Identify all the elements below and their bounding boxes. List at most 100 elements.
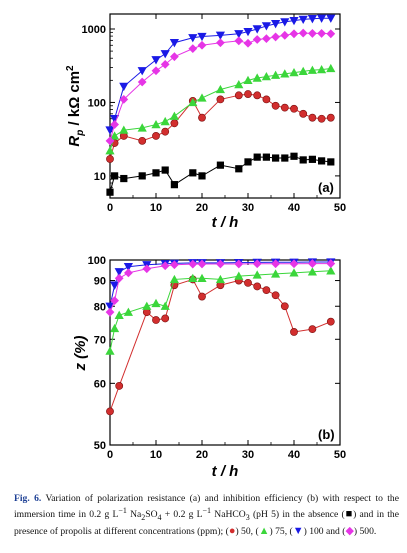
data-point-a-square bbox=[281, 154, 289, 162]
data-point-b-diamond bbox=[197, 259, 207, 269]
data-point-a-square bbox=[327, 158, 335, 166]
data-point-a-triangle-up bbox=[326, 63, 336, 73]
y-tick-label-a: 10 bbox=[94, 171, 106, 183]
series-line-b-diamond bbox=[109, 263, 331, 313]
data-point-a-diamond bbox=[262, 34, 271, 43]
caption-marker-100: ▼ bbox=[292, 524, 304, 537]
data-point-b-triangle-down bbox=[114, 268, 124, 277]
data-point-a-square bbox=[299, 156, 307, 164]
y-axis-label-a-sub: p bbox=[75, 130, 86, 137]
data-point-a-diamond bbox=[317, 29, 326, 38]
data-point-a-circle bbox=[244, 90, 252, 98]
data-point-a-triangle-down bbox=[160, 50, 170, 59]
data-point-a-triangle-up bbox=[215, 84, 225, 94]
x-tick-label-b: 10 bbox=[150, 449, 162, 461]
caption-text-11: ) 500. bbox=[353, 525, 377, 537]
data-point-a-circle bbox=[138, 136, 147, 145]
data-point-b-triangle-up bbox=[123, 307, 133, 316]
data-point-b-triangle-up bbox=[197, 273, 207, 282]
data-point-b-triangle-up bbox=[151, 298, 161, 308]
data-point-b-diamond bbox=[271, 259, 280, 269]
data-point-a-triangle-down bbox=[317, 14, 327, 23]
data-point-b-triangle-up bbox=[110, 323, 120, 333]
panel-label-b: (b) bbox=[318, 427, 335, 442]
data-point-a-circle bbox=[170, 119, 179, 128]
data-point-a-triangle-up bbox=[317, 64, 327, 74]
data-point-a-triangle-up bbox=[261, 71, 271, 81]
caption-text-3: SO bbox=[145, 509, 158, 521]
caption-text-7: ) and in the presence of propolis at dif… bbox=[14, 509, 399, 537]
caption-sub-2: 4 bbox=[157, 513, 162, 523]
y-axis-label-b: z (%) bbox=[72, 336, 89, 372]
y-tick-label-b: 90 bbox=[94, 276, 106, 288]
data-point-b-diamond bbox=[114, 273, 124, 283]
chart-panel-b: 0 10 20 30 40 50 50 60 70 80 90 100 (b) t / h z (%) bbox=[72, 255, 346, 480]
data-point-a-triangle-down bbox=[188, 34, 198, 43]
data-point-a-square bbox=[120, 174, 128, 183]
plot-frame-a bbox=[109, 13, 341, 199]
data-point-b-circle bbox=[198, 292, 206, 301]
plot-frame-b bbox=[109, 259, 341, 446]
data-point-a-triangle-down bbox=[169, 39, 179, 48]
data-point-a-diamond bbox=[160, 59, 170, 69]
data-point-a-triangle-up bbox=[151, 119, 161, 129]
data-point-a-triangle-down bbox=[151, 56, 161, 65]
data-point-a-square bbox=[111, 172, 119, 180]
x-axis-label-b: t / h bbox=[212, 463, 239, 480]
caption-text-10: ) 100 and ( bbox=[303, 525, 346, 537]
data-point-b-circle bbox=[262, 286, 271, 295]
y-tick-label-a: 100 bbox=[88, 97, 106, 109]
data-point-b-triangle-down bbox=[105, 302, 115, 311]
data-point-b-triangle-up bbox=[169, 274, 179, 284]
data-point-a-diamond bbox=[243, 38, 253, 48]
x-tick-label-a: 50 bbox=[334, 202, 346, 214]
data-point-b-diamond bbox=[188, 259, 198, 269]
data-point-b-triangle-up bbox=[271, 269, 281, 278]
data-point-b-triangle-up bbox=[326, 266, 336, 275]
data-point-a-circle bbox=[253, 91, 262, 100]
data-point-a-square bbox=[152, 169, 160, 177]
data-point-a-diamond bbox=[326, 29, 336, 39]
data-point-a-circle bbox=[317, 114, 326, 123]
y-tick-label-b: 80 bbox=[94, 301, 106, 313]
data-point-a-triangle-down bbox=[289, 16, 299, 26]
x-tick-label-a: 20 bbox=[196, 202, 208, 214]
caption-sub-1: 2 bbox=[141, 513, 146, 523]
data-point-a-square bbox=[106, 188, 114, 196]
data-point-a-triangle-down bbox=[261, 22, 271, 31]
caption-marker-absence: ■ bbox=[344, 508, 354, 521]
x-tick-label-a: 10 bbox=[150, 202, 162, 214]
data-point-a-square bbox=[198, 172, 206, 180]
data-point-a-circle bbox=[308, 113, 317, 122]
data-point-a-triangle-up bbox=[252, 73, 262, 82]
data-point-b-diamond bbox=[124, 268, 133, 278]
data-point-b-circle bbox=[244, 278, 252, 287]
data-point-b-triangle-down bbox=[123, 263, 133, 272]
data-point-b-circle bbox=[290, 328, 298, 336]
data-point-a-triangle-down bbox=[271, 20, 281, 29]
data-point-a-diamond bbox=[234, 36, 244, 46]
data-point-a-triangle-up bbox=[137, 123, 147, 132]
data-point-b-triangle-up bbox=[252, 270, 262, 279]
data-point-b-diamond bbox=[216, 259, 225, 269]
data-point-b-diamond bbox=[142, 264, 152, 274]
data-point-a-triangle-up bbox=[197, 93, 207, 102]
y-axis-label-a: Rp / kΩ cm2 bbox=[65, 65, 86, 147]
data-point-b-circle bbox=[326, 317, 335, 326]
caption-label: Fig. 6. bbox=[14, 493, 42, 504]
data-point-a-square bbox=[244, 158, 252, 166]
caption-text-9: ) 75, ( bbox=[269, 525, 293, 537]
caption-marker-75: ▲ bbox=[258, 524, 270, 537]
data-point-b-triangle-down bbox=[110, 281, 120, 290]
caption-text-4: + 0.2 g L bbox=[161, 509, 203, 521]
x-tick-label-b: 50 bbox=[334, 449, 346, 461]
data-point-a-diamond bbox=[298, 28, 308, 38]
data-point-a-triangle-down bbox=[252, 25, 262, 34]
x-tick-label-a: 40 bbox=[288, 202, 300, 214]
data-point-a-diamond bbox=[252, 35, 262, 44]
data-point-a-diamond bbox=[110, 120, 119, 129]
data-point-a-triangle-down bbox=[215, 31, 225, 40]
data-point-a-triangle-down bbox=[243, 27, 253, 37]
data-point-a-square bbox=[272, 154, 280, 162]
data-point-a-diamond bbox=[197, 40, 207, 50]
